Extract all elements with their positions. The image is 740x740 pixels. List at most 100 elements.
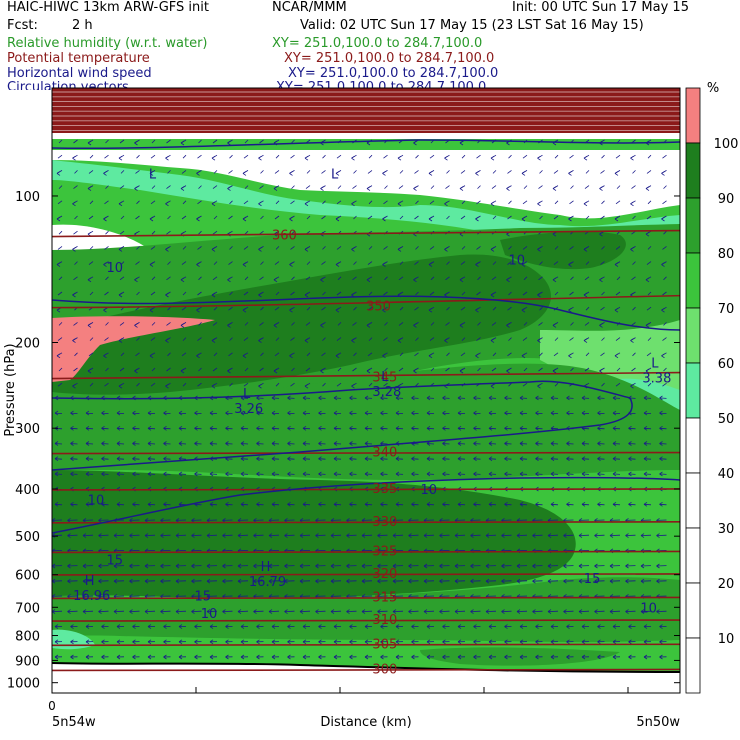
vector-shaft xyxy=(643,458,652,460)
vector-head xyxy=(163,471,167,477)
vector-shaft xyxy=(321,352,326,357)
vector-shaft xyxy=(271,427,280,430)
circulation-vector xyxy=(287,410,295,416)
circulation-vector xyxy=(351,200,357,207)
x-tick-label: 0 xyxy=(48,699,56,713)
vector-head xyxy=(395,410,400,416)
circulation-vector xyxy=(442,654,450,660)
circulation-vector xyxy=(150,337,156,341)
vector-shaft xyxy=(166,276,171,281)
vector-head xyxy=(547,563,552,569)
vector-head xyxy=(597,654,601,660)
vector-shaft xyxy=(399,261,404,265)
vector-head xyxy=(54,471,59,477)
vector-head xyxy=(289,307,293,313)
circulation-vector xyxy=(322,154,326,159)
vector-shaft xyxy=(73,367,78,372)
theta-contour-label: 320 xyxy=(372,567,397,582)
circulation-vector xyxy=(457,456,466,462)
vector-shaft xyxy=(364,412,373,414)
circulation-vector xyxy=(104,246,109,250)
vector-shaft xyxy=(256,458,264,460)
circulation-vector xyxy=(428,306,435,313)
circulation-vector xyxy=(473,425,481,431)
circulation-vector xyxy=(413,367,419,374)
vector-shaft xyxy=(271,412,280,414)
vector-shaft xyxy=(198,230,202,235)
wind-contour-label: 10 xyxy=(201,607,218,622)
circulation-vector xyxy=(165,337,171,343)
vector-shaft xyxy=(150,337,156,341)
vector-head xyxy=(426,639,431,645)
vector-shaft xyxy=(275,382,280,387)
vector-head xyxy=(583,338,588,343)
circulation-vector xyxy=(625,578,636,584)
vector-head xyxy=(178,624,183,629)
vector-head xyxy=(253,533,257,538)
vector-shaft xyxy=(182,337,187,341)
vector-head xyxy=(656,578,660,584)
vector-shaft xyxy=(256,443,264,445)
vector-shaft xyxy=(321,170,326,174)
colorbar-tick-label: 90 xyxy=(718,192,735,207)
circulation-vector xyxy=(335,170,342,176)
vector-shaft xyxy=(321,306,326,311)
vector-head xyxy=(132,654,136,660)
circulation-vector xyxy=(120,261,125,265)
circulation-vector xyxy=(260,306,264,311)
circulation-vector xyxy=(429,154,435,159)
circulation-vector xyxy=(58,185,63,189)
vector-head xyxy=(501,533,505,538)
vector-shaft xyxy=(70,412,78,414)
vector-head xyxy=(364,410,369,416)
vector-shaft xyxy=(615,246,621,250)
circulation-vector xyxy=(609,609,621,614)
circulation-vector xyxy=(87,276,94,283)
circulation-vector xyxy=(383,246,388,250)
vector-shaft xyxy=(659,412,667,414)
circulation-vector xyxy=(485,563,497,569)
circulation-vector xyxy=(550,639,559,645)
circulation-vector xyxy=(554,246,559,250)
vector-shaft xyxy=(163,458,171,460)
vector-head xyxy=(550,501,555,507)
vector-shaft xyxy=(256,503,264,506)
y-tick-label: 400 xyxy=(15,483,40,498)
vector-head xyxy=(444,338,448,343)
vector-shaft xyxy=(554,291,559,296)
vector-head xyxy=(335,216,340,222)
circulation-vector xyxy=(242,306,249,313)
circulation-vector xyxy=(163,624,171,629)
circulation-vector xyxy=(287,395,295,401)
circulation-vector xyxy=(476,291,481,296)
vector-head xyxy=(395,471,400,477)
vector-head xyxy=(315,533,319,538)
vector-shaft xyxy=(73,139,78,144)
vector-shaft xyxy=(445,276,450,281)
vector-head xyxy=(180,323,185,328)
circulation-vector xyxy=(506,322,512,328)
vector-shaft xyxy=(615,154,621,159)
vector-head xyxy=(643,624,648,629)
vector-head xyxy=(72,292,76,298)
circulation-vector xyxy=(368,382,373,387)
circulation-vector xyxy=(630,382,636,389)
wind-contour-label: 15 xyxy=(584,572,601,587)
vector-shaft xyxy=(244,367,249,372)
vector-head xyxy=(423,578,428,584)
circulation-vector xyxy=(302,654,311,660)
vector-shaft xyxy=(442,458,450,460)
circulation-vector xyxy=(395,471,404,477)
circulation-vector xyxy=(537,246,543,252)
circulation-vector xyxy=(383,154,388,159)
circulation-vector xyxy=(581,639,590,645)
vector-shaft xyxy=(460,170,466,174)
circulation-vector xyxy=(57,200,63,205)
circulation-vector xyxy=(380,624,388,629)
circulation-vector xyxy=(290,337,295,341)
vector-head xyxy=(594,533,598,538)
circulation-vector xyxy=(554,291,559,296)
vector-head xyxy=(457,624,462,629)
circulation-vector xyxy=(459,276,466,283)
circulation-vector xyxy=(144,578,156,584)
